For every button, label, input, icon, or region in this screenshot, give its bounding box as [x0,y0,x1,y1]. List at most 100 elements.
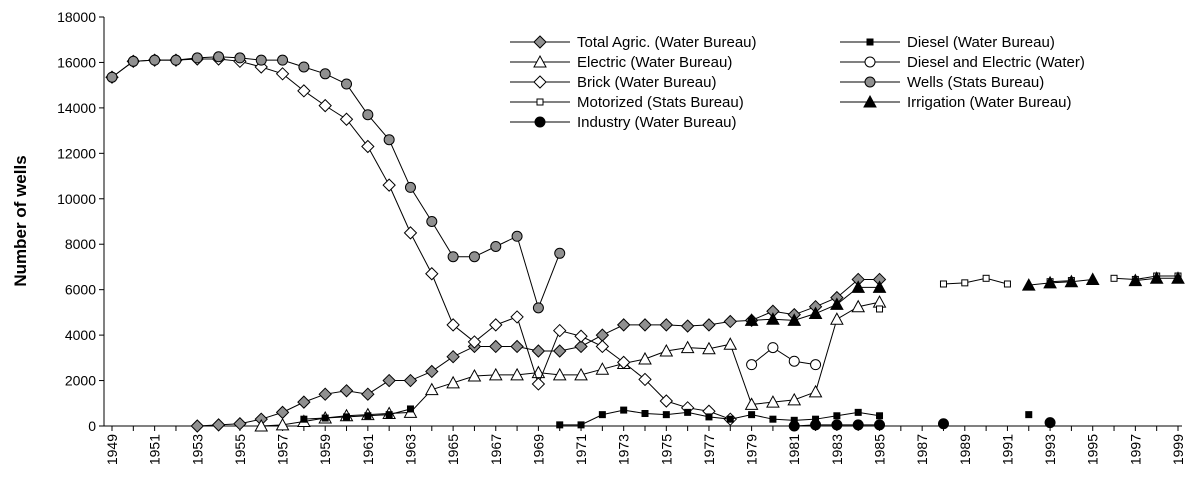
data-point [705,413,713,421]
data-point [275,67,290,81]
data-point [723,314,737,329]
y-tick-label: 10000 [57,191,96,207]
series-line [261,301,880,427]
legend-marker [534,116,546,128]
data-point [876,305,884,313]
data-point [127,55,139,67]
data-point [190,419,204,433]
data-point [385,411,393,419]
data-point [211,418,226,432]
data-point [638,351,652,365]
data-point [490,240,502,252]
data-point [659,343,674,357]
x-tick-label: 1981 [786,434,802,465]
data-point [574,339,588,354]
data-point [1064,274,1079,288]
data-point [767,342,779,354]
data-point [684,408,692,416]
legend-label: Irrigation (Water Bureau) [907,94,1072,111]
data-point [467,335,482,349]
data-point [790,416,798,424]
data-point [1021,278,1036,291]
data-point [616,355,631,370]
data-point [830,312,844,325]
data-point [808,306,823,320]
legend-label: Diesel (Water Bureau) [907,34,1055,51]
data-point [510,367,524,381]
data-point [748,411,756,419]
data-point [339,384,354,398]
data-point [297,84,311,98]
data-point [1085,272,1100,285]
data-point [787,392,802,406]
data-point [531,377,546,391]
data-point [382,373,396,388]
x-tick-label: 1977 [701,434,717,465]
data-point [1171,271,1185,284]
data-point [680,340,695,354]
x-tick-label: 1953 [189,434,205,465]
data-point [343,413,351,421]
data-point [872,280,887,293]
data-point [339,112,354,126]
data-point [702,318,716,332]
data-point [1110,274,1118,282]
data-point [810,359,822,371]
x-tick-label: 1987 [914,434,930,465]
y-tick-label: 2000 [65,373,96,389]
x-tick-label: 1955 [232,434,248,465]
y-tick-label: 14000 [57,100,96,116]
data-point [446,375,460,389]
x-tick-label: 1957 [275,434,291,465]
x-tick-label: 1971 [573,434,589,465]
x-tick-label: 1949 [104,434,120,465]
data-point [511,230,523,242]
series-line [943,275,1178,285]
data-point [766,395,780,408]
legend-marker [864,76,876,88]
data-point [854,408,862,416]
data-point [552,367,567,381]
y-tick-label: 18000 [57,9,96,25]
data-point [1025,411,1033,419]
data-point [447,251,459,263]
x-tick-label: 1983 [829,434,845,465]
data-point [425,364,439,379]
data-point [659,318,674,332]
x-tick-label: 1963 [402,434,418,465]
data-point [638,372,652,387]
data-point [404,181,416,193]
legend-label: Industry (Water Bureau) [577,114,737,131]
legend-label: Brick (Water Bureau) [577,74,716,91]
data-point [361,387,375,401]
data-point [406,405,414,413]
legend-marker [533,35,547,49]
data-point [106,71,118,83]
data-point [275,417,290,431]
legend-marker [864,56,876,68]
data-point [510,310,524,324]
data-point [961,279,969,287]
data-point [383,134,395,146]
y-axis-label: Number of wells [11,155,30,286]
x-tick-label: 1997 [1127,434,1143,465]
data-point [638,318,652,332]
data-point [726,415,734,423]
data-point [659,394,674,408]
x-tick-label: 1985 [872,434,888,465]
data-point [319,68,331,80]
data-point [808,384,823,398]
data-point [1043,275,1057,289]
legend-marker [533,75,547,89]
data-point [812,415,820,423]
data-point [746,359,758,371]
data-point [255,54,267,66]
x-tick-label: 1991 [999,434,1015,465]
x-tick-label: 1961 [360,434,376,465]
data-point [362,109,374,121]
data-point [874,419,886,431]
data-point [361,139,375,154]
data-point [574,329,588,343]
legend-label: Total Agric. (Water Bureau) [577,34,757,51]
data-point [275,405,290,420]
